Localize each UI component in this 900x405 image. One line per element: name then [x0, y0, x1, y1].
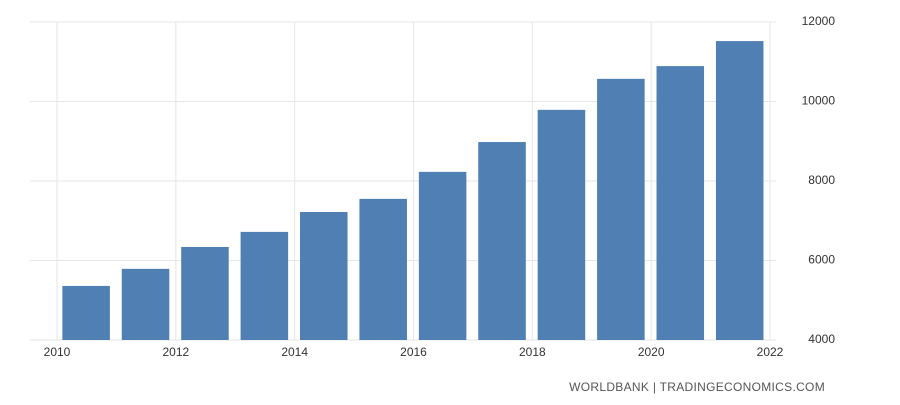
bar	[359, 198, 407, 340]
x-tick-label: 2016	[400, 345, 427, 359]
x-tick-label: 2010	[44, 345, 71, 359]
bar	[656, 66, 705, 340]
y-tick-label: 6000	[808, 253, 835, 267]
bar	[62, 285, 110, 340]
bar	[478, 142, 526, 340]
bar	[537, 109, 586, 340]
bar	[715, 41, 764, 340]
y-tick-label: 12000	[802, 14, 836, 28]
source: WORLDBANK | TRADINGECONOMICS.COM	[569, 380, 825, 394]
bar	[597, 78, 645, 340]
x-tick-label: 2018	[519, 345, 546, 359]
x-tick-label: 2012	[162, 345, 189, 359]
y-tick-label: 8000	[808, 173, 835, 187]
bar	[418, 171, 467, 340]
bar	[181, 246, 229, 340]
x-tick-label: 2014	[281, 345, 308, 359]
y-tick-label: 10000	[802, 94, 836, 108]
x-tick-label: 2020	[638, 345, 665, 359]
y-tick-label: 4000	[808, 332, 835, 346]
bar	[240, 231, 289, 340]
x-tick-label: 2022	[757, 345, 784, 359]
bar	[121, 268, 170, 340]
bar	[300, 212, 348, 340]
